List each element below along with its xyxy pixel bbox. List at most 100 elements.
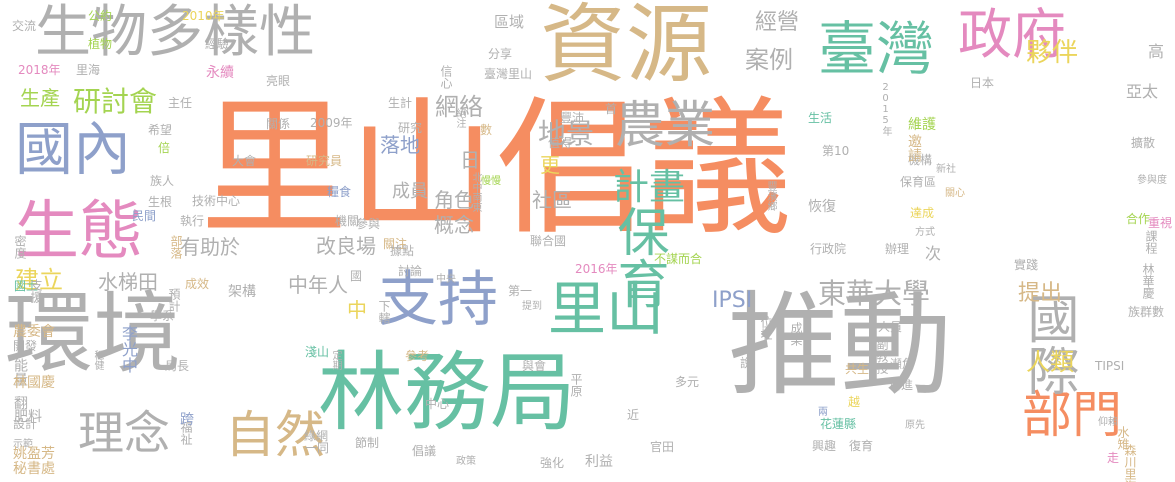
cloud-word: 北中南東 — [470, 172, 481, 212]
cloud-word: 密度 — [13, 235, 27, 259]
cloud-word: 豐濱鄉 — [765, 181, 776, 211]
cloud-word: 李光中 — [119, 325, 138, 373]
cloud-word: 水梯田 — [98, 270, 158, 294]
cloud-word: 公約 — [88, 9, 113, 23]
cloud-word: 倍 — [158, 141, 171, 155]
cloud-word: 跨 — [180, 412, 194, 428]
cloud-word: 說 — [740, 356, 753, 370]
cloud-word: 國 — [350, 269, 363, 283]
cloud-word: 日本 — [970, 76, 995, 90]
cloud-word: 林華慶 — [1141, 263, 1155, 299]
cloud-word: 植物 — [88, 37, 113, 51]
cloud-word: 架構 — [228, 284, 256, 300]
cloud-word: 國土 — [14, 279, 39, 293]
cloud-word: 討論 — [398, 264, 423, 278]
cloud-word: 實踐 — [1014, 258, 1039, 272]
cloud-word: 平原 — [569, 373, 583, 397]
cloud-word: 亞太 — [1126, 82, 1159, 101]
cloud-word: 林國慶 — [13, 375, 55, 391]
cloud-word: 案例 — [745, 46, 793, 74]
cloud-word: 參考 — [405, 349, 430, 363]
cloud-word: 肥料 — [14, 409, 42, 425]
cloud-word: 花蓮縣 — [820, 417, 857, 431]
cloud-word: 豐沛 — [560, 111, 585, 125]
cloud-word: 社區 — [532, 188, 572, 212]
cloud-word: 生計 — [388, 96, 413, 110]
cloud-word: 利益 — [585, 454, 613, 470]
cloud-word: 自然 — [225, 406, 325, 464]
cloud-word: 林務局 — [318, 343, 576, 443]
cloud-word: 族群數 — [1128, 305, 1165, 319]
cloud-word: 絕注 — [454, 108, 465, 128]
cloud-word: 課程 — [1144, 230, 1158, 254]
cloud-word: 高 — [1148, 42, 1165, 61]
cloud-word: 次 — [925, 244, 942, 263]
cloud-word: 參與 — [356, 217, 381, 231]
cloud-word: 分享 — [488, 47, 513, 61]
cloud-word: 機構 — [908, 153, 933, 167]
cloud-word: 能量 — [12, 358, 28, 386]
cloud-word: 希望 — [148, 123, 173, 137]
cloud-word: 合作 — [1126, 212, 1151, 226]
cloud-word: 方式 — [915, 227, 935, 238]
cloud-word: 關係 — [266, 117, 291, 131]
cloud-word: 學系 — [150, 309, 175, 323]
cloud-word: 副教授 — [875, 338, 889, 374]
cloud-word: 技術中心 — [192, 194, 241, 208]
cloud-word: 淺山 — [305, 345, 330, 359]
cloud-word: 成員 — [392, 181, 428, 202]
cloud-word: 2016年 — [575, 262, 618, 276]
cloud-word: 據點 — [390, 244, 415, 258]
cloud-word: 與會 — [522, 359, 547, 373]
cloud-word: 日 — [460, 148, 480, 172]
cloud-word: 中年人 — [288, 273, 348, 297]
cloud-word: 定期 — [330, 350, 341, 370]
cloud-word: 中央 — [436, 274, 456, 285]
cloud-word: 角色 — [434, 188, 474, 212]
cloud-word: 亮眼 — [266, 74, 291, 88]
cloud-word: 人類 — [1026, 348, 1074, 376]
cloud-word: 國際 — [1018, 292, 1078, 396]
cloud-word: 成效 — [185, 277, 210, 291]
cloud-word: 2010年 — [182, 9, 225, 23]
cloud-word: 政府 — [958, 3, 1066, 66]
cloud-word: 建立 — [15, 266, 63, 294]
cloud-word: 信心 — [439, 65, 453, 89]
cloud-word: 里山 — [548, 275, 665, 343]
cloud-word: 經營 — [755, 10, 800, 35]
cloud-word: 臺灣 — [818, 15, 935, 83]
cloud-word: 倡議 — [412, 444, 437, 458]
cloud-word: 永續 — [206, 65, 234, 81]
cloud-word: 成果 — [789, 322, 803, 346]
cloud-word: 瀕危 — [890, 357, 915, 371]
cloud-word: 保育 — [608, 205, 668, 309]
cloud-word: 預計 — [167, 288, 181, 312]
cloud-word: 交流 — [12, 19, 37, 33]
cloud-word: 開發 — [13, 339, 38, 353]
cloud-word: 研究 — [398, 121, 423, 135]
cloud-word: 農業 — [615, 96, 715, 154]
cloud-word: 慢慢 — [481, 176, 501, 187]
cloud-word: 仰賴 — [1098, 417, 1118, 428]
cloud-word: 多元 — [675, 375, 700, 389]
cloud-word: 增進 — [889, 378, 914, 392]
cloud-word: 原先 — [905, 420, 925, 431]
cloud-word: 擴散 — [1131, 136, 1156, 150]
cloud-word: 新社 — [936, 164, 956, 175]
cloud-word: 2009年 — [310, 116, 353, 130]
cloud-word: 糧食 — [327, 185, 352, 199]
cloud-word: 大會 — [232, 154, 257, 168]
cloud-word: 政策 — [456, 456, 476, 467]
cloud-word: 理念 — [78, 406, 170, 460]
cloud-word: 2015年 — [880, 82, 891, 136]
cloud-word: 中心 — [425, 397, 450, 411]
cloud-word: 夥伴 — [1026, 38, 1079, 68]
cloud-word: 里海 — [76, 63, 101, 77]
cloud-word: 生活 — [808, 111, 833, 125]
cloud-word: 恢復 — [808, 199, 836, 215]
cloud-word: 數 — [480, 123, 493, 137]
cloud-word: 更 — [540, 153, 560, 177]
cloud-word: 關心 — [945, 188, 965, 199]
cloud-word: 綠網 — [304, 429, 329, 443]
cloud-word: TIPSI — [1095, 359, 1125, 373]
